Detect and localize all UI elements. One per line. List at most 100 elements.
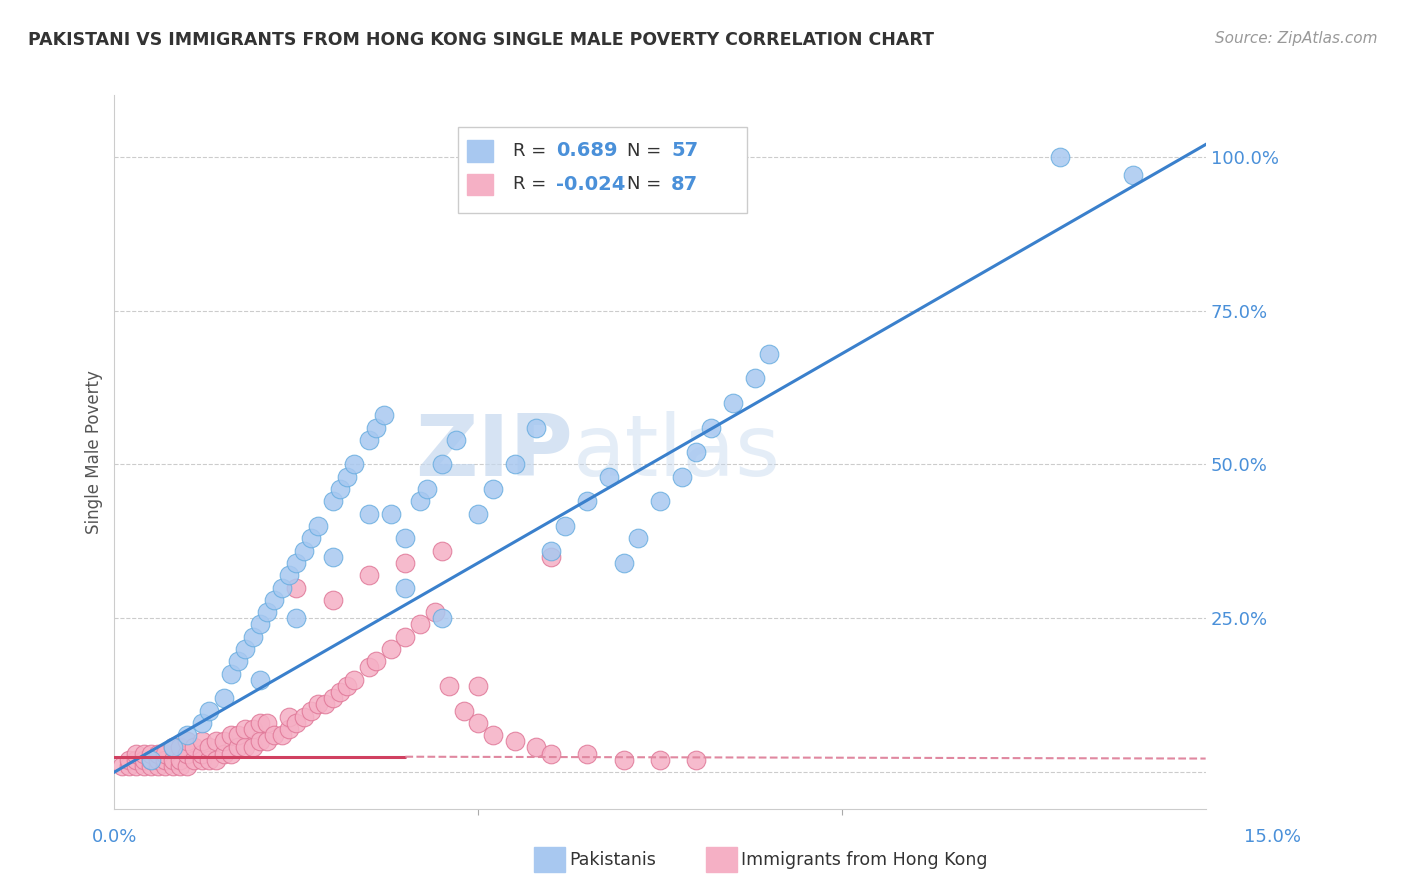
Point (278, 709, 301, 723)
Point (190, 715, 212, 730)
Point (373, 408, 395, 422)
Point (394, 630, 416, 644)
Point (132, 747, 155, 761)
Point (219, 666, 242, 681)
Point (685, 445, 707, 459)
Text: atlas: atlas (572, 410, 780, 493)
Point (613, 753, 636, 767)
Point (357, 568, 380, 582)
Point (430, 543, 453, 558)
Point (343, 458, 366, 472)
Point (524, 420, 547, 434)
Point (132, 753, 155, 767)
Point (263, 592, 285, 607)
Point (481, 728, 503, 742)
Point (235, 722, 257, 736)
Point (540, 747, 562, 761)
Point (162, 740, 184, 755)
Point (423, 605, 446, 619)
Point (219, 747, 242, 761)
Point (169, 753, 191, 767)
Point (329, 482, 352, 496)
Point (176, 747, 198, 761)
Point (190, 747, 212, 761)
Text: 57: 57 (671, 142, 697, 161)
Point (685, 753, 707, 767)
Point (648, 753, 671, 767)
Point (205, 753, 228, 767)
Point (292, 709, 315, 723)
Point (212, 734, 235, 748)
Point (744, 371, 766, 385)
Point (1049, 150, 1071, 164)
Point (176, 759, 198, 773)
Point (146, 747, 169, 761)
FancyBboxPatch shape (467, 174, 494, 195)
Point (139, 753, 162, 767)
Point (467, 679, 489, 693)
Text: R =: R = (513, 176, 551, 194)
Point (721, 396, 744, 410)
Point (249, 617, 271, 632)
Point (430, 458, 453, 472)
Point (343, 673, 366, 687)
Point (1122, 168, 1144, 182)
Text: ZIP: ZIP (415, 410, 572, 493)
Point (125, 747, 148, 761)
Point (118, 759, 141, 773)
Point (146, 753, 169, 767)
Point (198, 753, 221, 767)
Point (270, 728, 292, 742)
Point (357, 660, 380, 674)
Point (256, 715, 278, 730)
FancyBboxPatch shape (467, 140, 494, 161)
Point (307, 519, 329, 533)
Text: Immigrants from Hong Kong: Immigrants from Hong Kong (741, 851, 987, 869)
Text: Pakistanis: Pakistanis (569, 851, 657, 869)
Point (576, 747, 599, 761)
Point (576, 494, 599, 508)
Point (394, 556, 416, 570)
Point (125, 759, 148, 773)
Text: 15.0%: 15.0% (1243, 828, 1301, 846)
Point (249, 673, 271, 687)
Point (322, 494, 344, 508)
Point (357, 507, 380, 521)
Point (503, 458, 526, 472)
Point (299, 531, 322, 545)
Point (357, 433, 380, 447)
Point (270, 581, 292, 595)
Point (380, 507, 402, 521)
Text: N =: N = (627, 142, 668, 160)
Point (111, 759, 134, 773)
Point (285, 611, 308, 625)
Point (671, 469, 693, 483)
Point (162, 753, 184, 767)
Point (285, 715, 308, 730)
Point (242, 630, 264, 644)
Point (169, 759, 191, 773)
Point (366, 420, 388, 434)
Text: Source: ZipAtlas.com: Source: ZipAtlas.com (1215, 31, 1378, 46)
Point (226, 654, 249, 668)
Text: 87: 87 (671, 175, 697, 194)
Point (307, 698, 329, 712)
Point (212, 747, 235, 761)
Point (336, 469, 359, 483)
Point (235, 642, 257, 657)
Point (467, 715, 489, 730)
Point (329, 685, 352, 699)
Point (155, 747, 177, 761)
Point (146, 759, 169, 773)
Point (226, 728, 249, 742)
Point (263, 728, 285, 742)
Text: 0.689: 0.689 (557, 142, 617, 161)
Text: R =: R = (513, 142, 551, 160)
Point (366, 654, 388, 668)
Point (409, 617, 432, 632)
Point (249, 715, 271, 730)
Point (598, 469, 620, 483)
Point (394, 531, 416, 545)
Point (503, 734, 526, 748)
Point (176, 728, 198, 742)
